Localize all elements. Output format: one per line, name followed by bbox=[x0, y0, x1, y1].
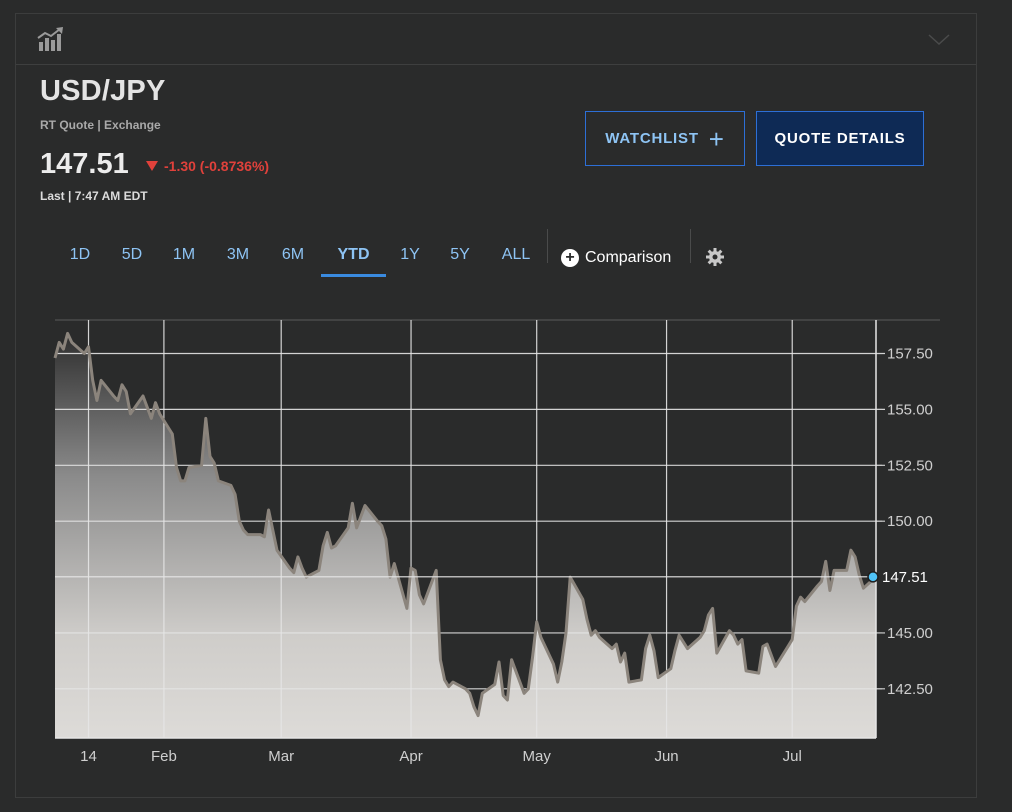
bar-chart-trend-icon[interactable] bbox=[36, 26, 66, 59]
range-tab-6m[interactable]: 6M bbox=[281, 246, 305, 263]
x-tick-label: Mar bbox=[268, 748, 294, 765]
comparison-label: Comparison bbox=[585, 249, 672, 266]
symbol-title: USD/JPY bbox=[40, 75, 166, 107]
y-tick-label: 145.00 bbox=[887, 625, 933, 642]
quote-panel bbox=[15, 13, 977, 798]
price-line bbox=[53, 331, 878, 718]
y-tick-label: 142.50 bbox=[887, 681, 933, 698]
range-tab-ytd[interactable]: YTD bbox=[321, 240, 386, 277]
last-value-marker bbox=[867, 571, 879, 583]
x-tick-label: Apr bbox=[399, 748, 422, 765]
down-arrow-icon bbox=[146, 158, 158, 174]
range-tab-1m[interactable]: 1M bbox=[172, 246, 196, 263]
settings-divider bbox=[690, 229, 691, 263]
range-tab-5d[interactable]: 5D bbox=[121, 246, 143, 263]
quote-details-button[interactable]: QUOTE DETAILS bbox=[756, 111, 924, 166]
last-price: 147.51 bbox=[40, 148, 129, 180]
y-tick-label: 155.00 bbox=[887, 401, 933, 418]
last-value-label: 147.51 bbox=[882, 569, 928, 586]
gear-icon[interactable] bbox=[705, 247, 725, 272]
x-tick-label: Feb bbox=[151, 748, 177, 765]
last-update-time: Last | 7:47 AM EDT bbox=[40, 189, 148, 203]
range-tab-5y[interactable]: 5Y bbox=[450, 246, 470, 263]
x-tick-label: 14 bbox=[80, 748, 97, 765]
range-tab-3m[interactable]: 3M bbox=[226, 246, 250, 263]
plus-icon: + bbox=[708, 123, 725, 154]
y-tick-label: 157.50 bbox=[887, 346, 933, 363]
panel-header bbox=[16, 14, 976, 65]
range-tab-1d[interactable]: 1D bbox=[69, 246, 91, 263]
x-tick-label: May bbox=[523, 748, 552, 765]
y-tick-label: 150.00 bbox=[887, 513, 933, 530]
price-area bbox=[55, 333, 876, 738]
range-divider bbox=[547, 229, 548, 263]
price-change: -1.30 (-0.8736%) bbox=[146, 158, 269, 174]
range-tab-all[interactable]: ALL bbox=[501, 246, 531, 263]
x-tick-label: Jun bbox=[654, 748, 678, 765]
chevron-down-icon[interactable] bbox=[928, 33, 950, 51]
plus-circle-icon: + bbox=[561, 249, 579, 267]
price-change-value: -1.30 (-0.8736%) bbox=[164, 158, 270, 174]
quote-source: RT Quote | Exchange bbox=[40, 118, 161, 132]
x-tick-label: Jul bbox=[783, 748, 802, 765]
watchlist-label: WATCHLIST bbox=[605, 130, 699, 147]
range-tab-1y[interactable]: 1Y bbox=[400, 246, 420, 263]
comparison-button[interactable]: + Comparison bbox=[561, 246, 671, 270]
y-tick-label: 152.50 bbox=[887, 457, 933, 474]
watchlist-button[interactable]: WATCHLIST + bbox=[585, 111, 745, 166]
quote-details-label: QUOTE DETAILS bbox=[774, 130, 906, 147]
